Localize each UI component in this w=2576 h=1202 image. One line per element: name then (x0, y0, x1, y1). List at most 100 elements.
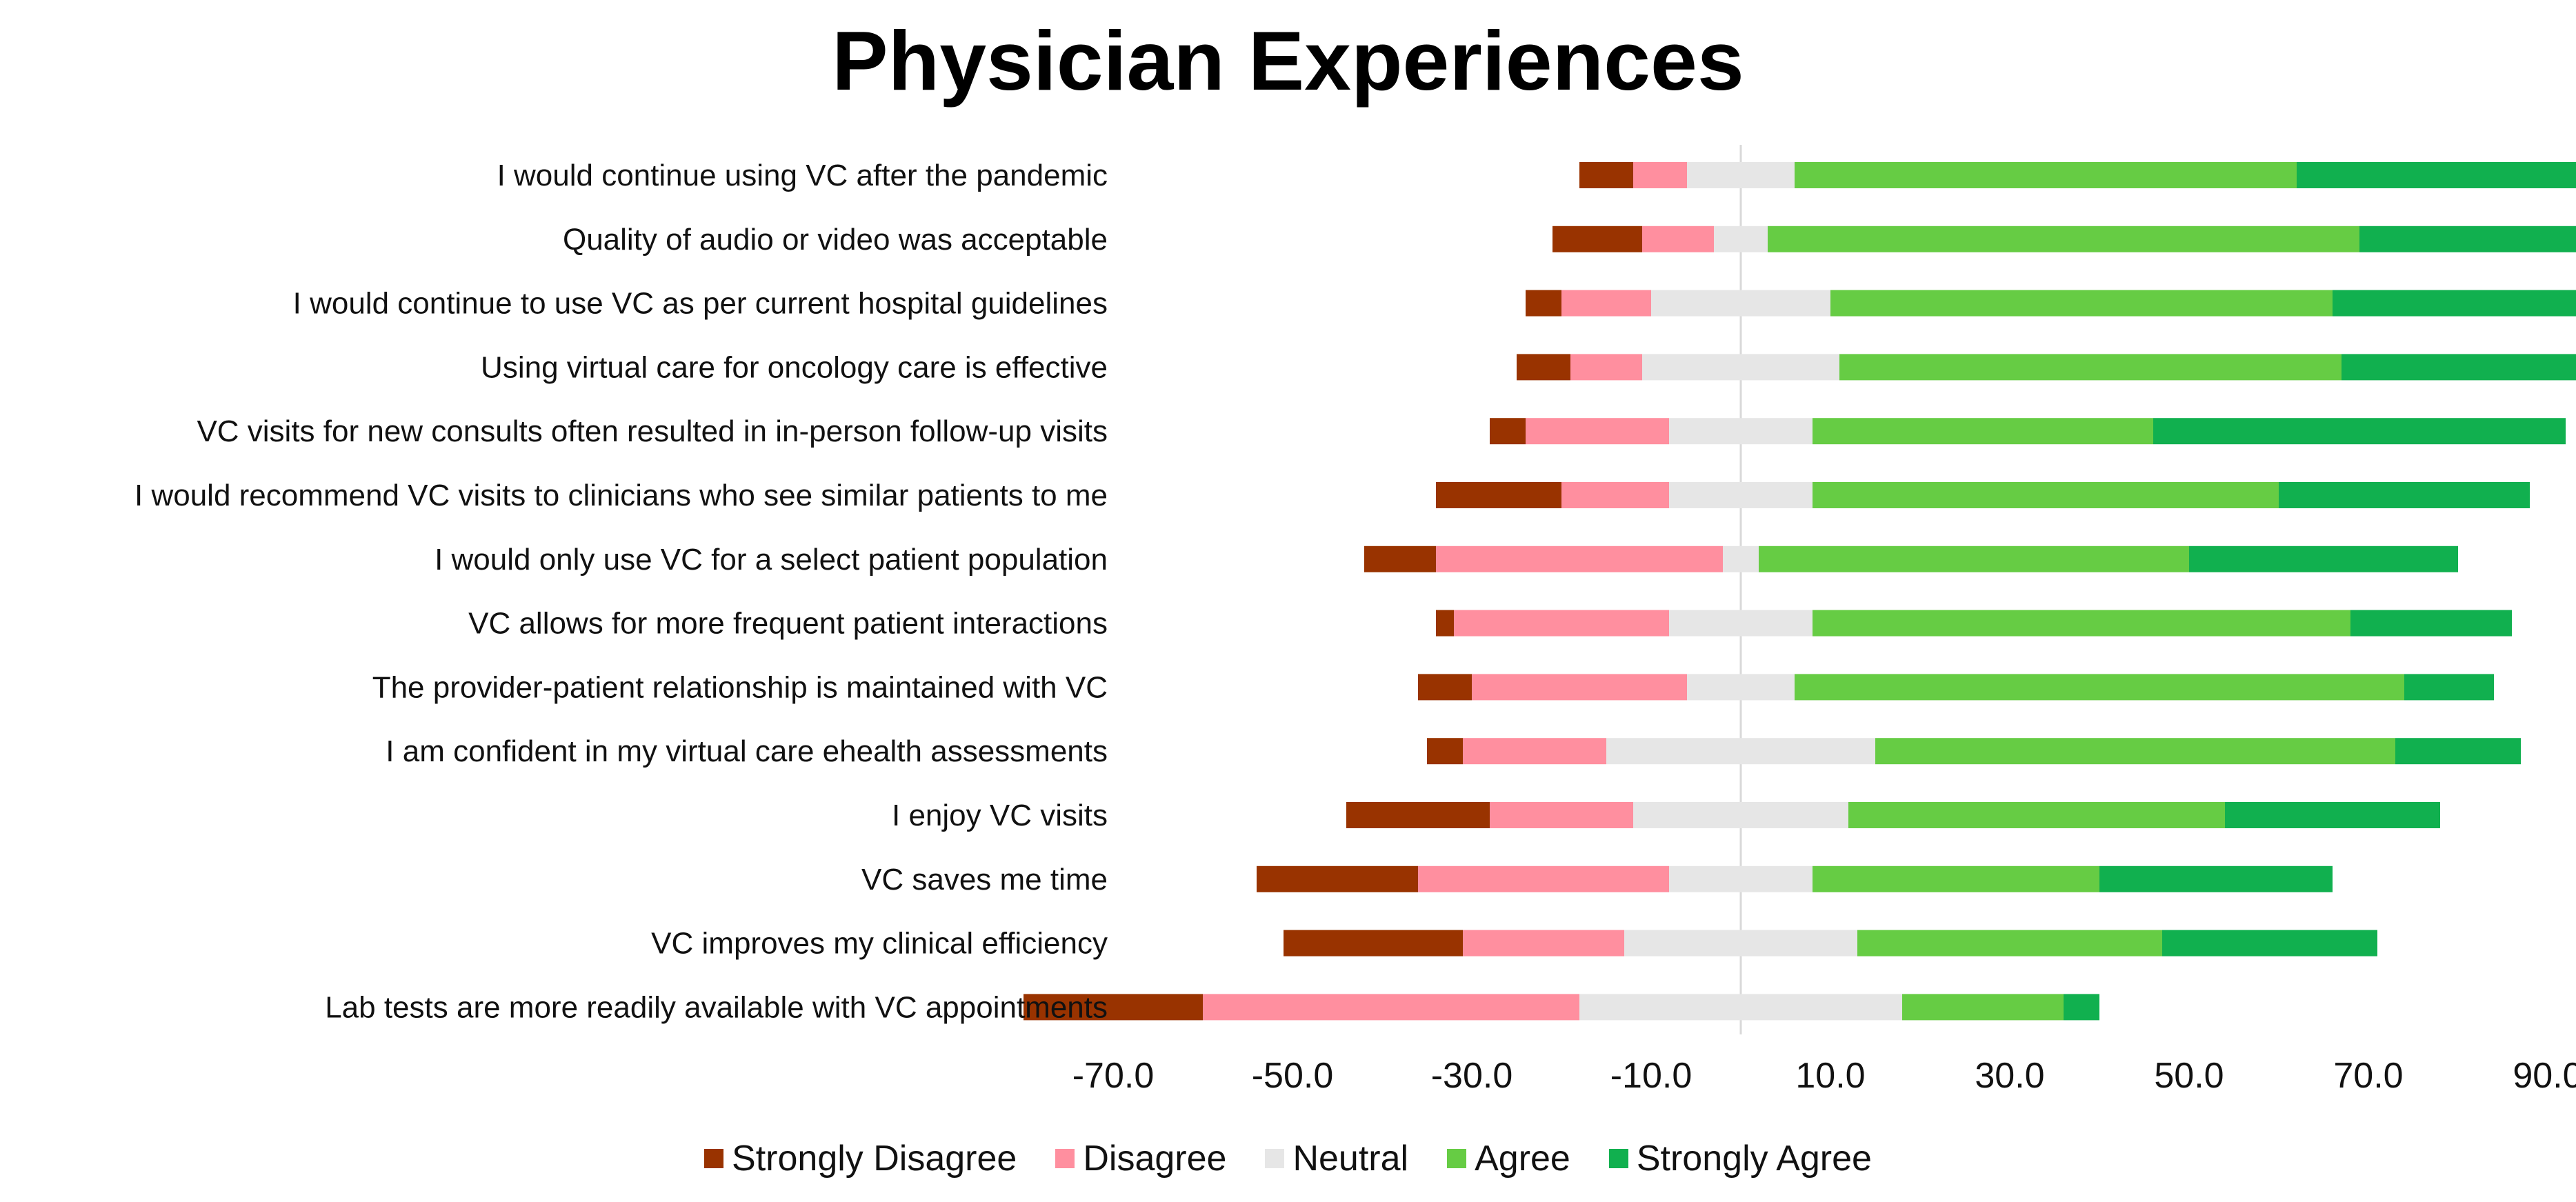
bar-segment-agree (1902, 994, 2064, 1021)
category-label: I would recommend VC visits to clinician… (134, 479, 1108, 512)
bar-segment-neutral (1633, 802, 1848, 828)
bar-segment-strongly-disagree (1346, 802, 1490, 828)
bar-segment-strongly-disagree (1552, 226, 1642, 252)
x-tick-label: -70.0 (1072, 1056, 1155, 1096)
bar-segment-agree (1813, 865, 2099, 892)
bar-segment-disagree (1526, 418, 1669, 445)
bar-segment-neutral (1624, 930, 1857, 956)
bar-segment-agree (1875, 738, 2395, 765)
bar-segment-disagree (1570, 354, 1642, 381)
bar-segment-strongly-disagree (1418, 674, 1472, 701)
bar-segment-strongly-agree (2333, 290, 2576, 317)
category-label: Quality of audio or video was acceptable (563, 223, 1108, 257)
bar-segment-agree (1857, 930, 2162, 956)
bar-segment-disagree (1561, 290, 1651, 317)
legend-label: Agree (1475, 1139, 1570, 1179)
legend-item: Agree (1447, 1138, 1570, 1179)
bar-segment-neutral (1669, 610, 1813, 637)
legend-swatch (1608, 1149, 1628, 1168)
bar-segment-disagree (1454, 610, 1669, 637)
bar-segment-strongly-agree (2279, 482, 2530, 508)
legend-swatch (704, 1149, 724, 1168)
legend-item: Disagree (1055, 1138, 1226, 1179)
bar-segment-strongly-disagree (1284, 930, 1463, 956)
bar-segment-neutral (1687, 674, 1795, 701)
bar-segment-neutral (1579, 994, 1902, 1021)
category-label: Using virtual care for oncology care is … (481, 350, 1108, 384)
legend-label: Strongly Agree (1636, 1139, 1872, 1179)
bar-segment-disagree (1436, 545, 1723, 572)
bar-segment-strongly-agree (2189, 545, 2458, 572)
bar-segment-strongly-agree (2064, 994, 2099, 1021)
bar-segment-disagree (1490, 802, 1633, 828)
category-label: I would only use VC for a select patient… (435, 543, 1108, 577)
x-tick-label: -10.0 (1610, 1056, 1693, 1096)
bar-segment-agree (1795, 162, 2297, 188)
x-tick-label: 30.0 (1975, 1056, 2044, 1096)
bar-segment-strongly-disagree (1517, 354, 1570, 381)
bar-segment-strongly-agree (2225, 802, 2440, 828)
bar-segment-agree (1848, 802, 2225, 828)
chart-title: Physician Experiences (832, 14, 1744, 108)
x-tick-label: -30.0 (1431, 1056, 1513, 1096)
bar-segment-agree (1830, 290, 2333, 317)
bar-segment-strongly-agree (2297, 162, 2576, 188)
category-label: VC visits for new consults often resulte… (197, 414, 1108, 448)
bar-segment-agree (1813, 482, 2279, 508)
bar-segment-strongly-disagree (1436, 610, 1454, 637)
bar-segment-agree (1795, 674, 2404, 701)
bar-segment-agree (1813, 418, 2153, 445)
x-tick-label: 10.0 (1795, 1056, 1865, 1096)
bar-segment-strongly-agree (2162, 930, 2377, 956)
legend: Strongly Disagree Disagree Neutral Agree Str… (0, 1131, 2576, 1186)
x-tick-label: -50.0 (1252, 1056, 1334, 1096)
legend-swatch (1447, 1149, 1467, 1168)
bar-segment-strongly-disagree (1526, 290, 1561, 317)
bar-segment-disagree (1463, 738, 1606, 765)
bar-segment-neutral (1669, 865, 1813, 892)
bar-segment-strongly-agree (2404, 674, 2494, 701)
bar-segment-neutral (1687, 162, 1795, 188)
legend-item: Neutral (1265, 1138, 1408, 1179)
legend-label: Strongly Disagree (732, 1139, 1017, 1179)
bar-segment-strongly-agree (2350, 610, 2512, 637)
bar-segment-disagree (1561, 482, 1669, 508)
category-labels-layer: I would continue using VC after the pand… (134, 159, 1108, 1024)
bar-segment-strongly-disagree (1579, 162, 1633, 188)
category-label: VC allows for more frequent patient inte… (468, 607, 1108, 641)
bar-segment-neutral (1723, 545, 1759, 572)
category-label: Lab tests are more readily available wit… (325, 990, 1108, 1024)
category-label: The provider-patient relationship is mai… (372, 670, 1108, 704)
bar-segment-agree (1839, 354, 2342, 381)
x-axis-ticks-layer: -70.0 -50.0 -30.0 -10.0 10.0 30.0 50.0 70.0 90.0 (1072, 1056, 2576, 1096)
bar-segment-strongly-agree (2153, 418, 2566, 445)
bar-segment-neutral (1714, 226, 1768, 252)
legend-swatch (1265, 1149, 1285, 1168)
category-label: I am confident in my virtual care ehealt… (386, 734, 1108, 768)
legend-label: Disagree (1083, 1139, 1227, 1179)
bar-segment-neutral (1606, 738, 1875, 765)
bar-segment-agree (1768, 226, 2359, 252)
bar-segment-disagree (1418, 865, 1669, 892)
bar-segment-disagree (1633, 162, 1687, 188)
x-tick-label: 70.0 (2333, 1056, 2403, 1096)
bar-segment-strongly-disagree (1490, 418, 1526, 445)
category-label: I would continue to use VC as per curren… (293, 287, 1108, 321)
category-label: I would continue using VC after the pand… (497, 159, 1108, 192)
bar-segment-strongly-disagree (1427, 738, 1463, 765)
bar-segment-disagree (1472, 674, 1687, 701)
bar-segment-strongly-disagree (1024, 994, 1203, 1021)
bar-segment-strongly-agree (2342, 354, 2576, 381)
bar-segment-neutral (1669, 418, 1813, 445)
legend-item: Strongly Agree (1608, 1138, 1872, 1179)
legend-label: Neutral (1292, 1139, 1409, 1179)
legend-swatch (1055, 1149, 1075, 1168)
x-tick-label: 50.0 (2154, 1056, 2224, 1096)
bar-segment-agree (1813, 610, 2350, 637)
bar-segment-strongly-disagree (1436, 482, 1561, 508)
bar-segment-disagree (1203, 994, 1579, 1021)
bar-segment-neutral (1669, 482, 1813, 508)
legend-item: Strongly Disagree (704, 1138, 1017, 1179)
bar-segment-neutral (1642, 354, 1839, 381)
